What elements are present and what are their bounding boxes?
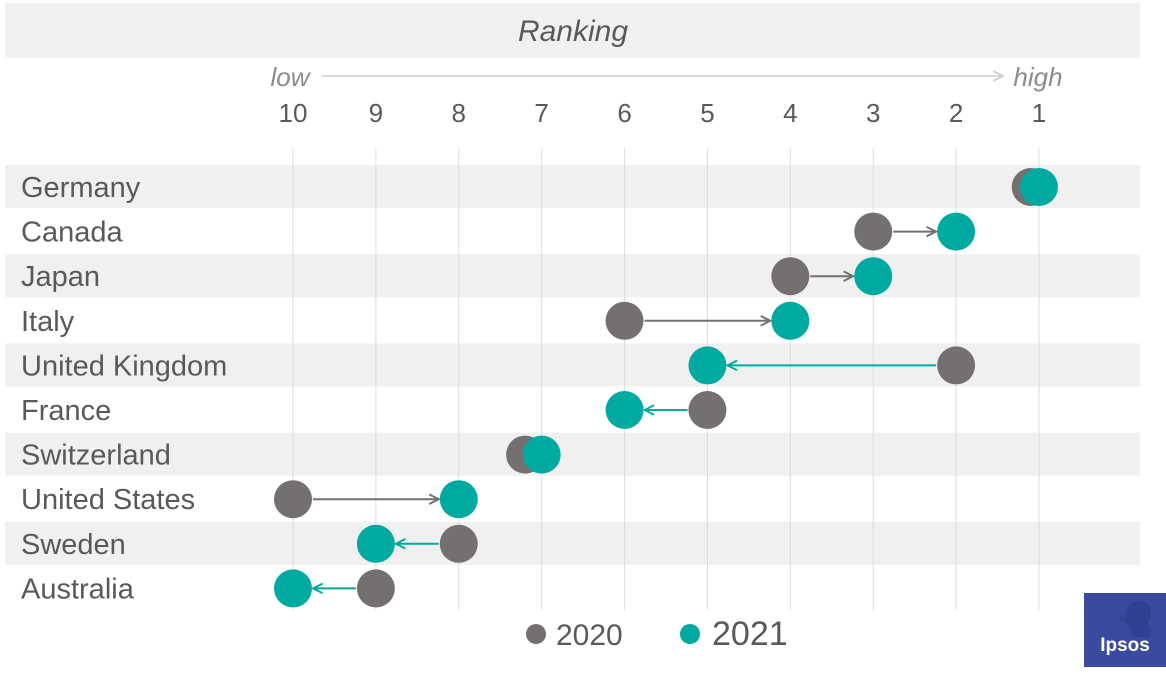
x-tick-label: 5 (700, 98, 714, 128)
category-label: France (21, 395, 111, 427)
dot-2020 (274, 480, 312, 519)
dot-2021 (522, 435, 561, 474)
dot-2021 (771, 301, 810, 340)
dot-2020 (439, 524, 478, 563)
legend-2020-marker (526, 624, 546, 644)
x-tick-label: 10 (279, 98, 308, 128)
category-label: United States (21, 484, 195, 516)
x-tick-label: 1 (1032, 98, 1046, 128)
legend-2020-label: 2020 (556, 619, 623, 652)
category-label: Germany (21, 172, 141, 204)
row-band (5, 165, 1140, 208)
x-tick-label: 6 (617, 98, 631, 128)
dot-2020 (356, 569, 395, 608)
dot-2021 (854, 257, 893, 296)
x-tick-label: 2 (949, 98, 963, 128)
ipsos-logo: Ipsos (1084, 593, 1166, 667)
x-tick-label: 7 (534, 98, 548, 128)
logo-text: Ipsos (1100, 635, 1150, 656)
low-label: low (270, 62, 311, 92)
category-label: Japan (21, 261, 100, 293)
category-label: Switzerland (21, 440, 171, 472)
dot-2021 (688, 346, 727, 385)
x-tick-label: 9 (369, 98, 383, 128)
dot-2020 (854, 212, 893, 251)
category-label: Australia (21, 573, 135, 605)
head-silhouette-icon (1120, 601, 1151, 637)
category-label: United Kingdom (21, 350, 227, 382)
legend-2021-marker (680, 624, 700, 644)
dot-2021 (605, 391, 644, 429)
dot-2021 (439, 480, 478, 519)
dot-2020 (771, 257, 810, 296)
dot-2020 (937, 346, 976, 385)
chart-title: Ranking (518, 15, 628, 48)
x-tick-label: 4 (783, 98, 797, 128)
dot-2021 (274, 569, 312, 608)
category-label: Italy (21, 306, 75, 338)
high-label: high (1013, 62, 1062, 92)
dot-2021 (937, 212, 976, 251)
dot-2020 (605, 301, 644, 340)
category-label: Sweden (21, 529, 126, 561)
row-band (5, 254, 1140, 298)
x-tick-label: 8 (452, 98, 466, 128)
x-tick-label: 3 (866, 98, 880, 128)
row-band (5, 521, 1140, 565)
title-band (5, 3, 1140, 58)
dot-2021 (1020, 168, 1058, 206)
category-label: Canada (21, 217, 123, 249)
dot-2021 (356, 524, 395, 563)
legend-2021-label: 2021 (712, 615, 788, 653)
row-band (5, 432, 1140, 476)
dot-2020 (688, 391, 727, 429)
